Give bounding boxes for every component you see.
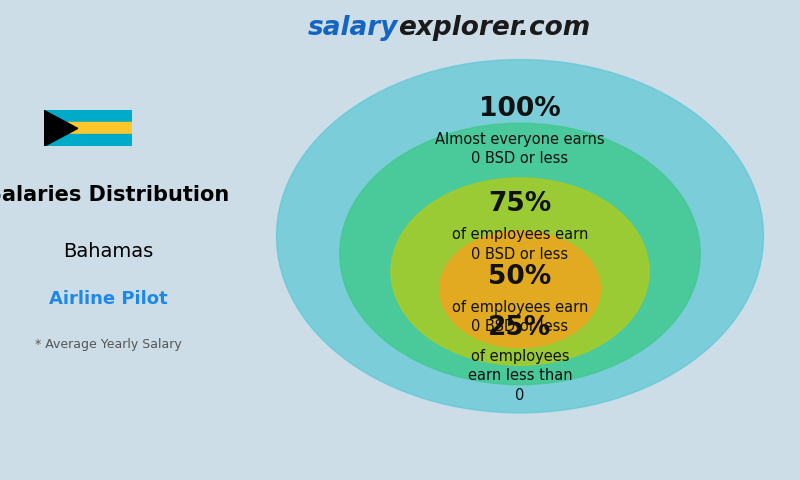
Text: 75%: 75%: [488, 192, 552, 217]
Bar: [44, 122, 132, 134]
Circle shape: [340, 123, 700, 384]
Circle shape: [391, 178, 649, 365]
Text: Salaries Distribution: Salaries Distribution: [0, 185, 229, 205]
Polygon shape: [44, 110, 78, 146]
Text: Airline Pilot: Airline Pilot: [49, 290, 167, 308]
Text: of employees earn
0 BSD or less: of employees earn 0 BSD or less: [452, 228, 588, 262]
Text: * Average Yearly Salary: * Average Yearly Salary: [34, 338, 182, 351]
Text: Bahamas: Bahamas: [63, 242, 153, 262]
Text: Almost everyone earns
0 BSD or less: Almost everyone earns 0 BSD or less: [435, 132, 605, 166]
Circle shape: [440, 231, 600, 348]
Text: of employees earn
0 BSD or less: of employees earn 0 BSD or less: [452, 300, 588, 334]
Text: explorer.com: explorer.com: [398, 15, 590, 41]
Text: salary: salary: [308, 15, 398, 41]
Bar: [44, 134, 132, 146]
Bar: [44, 110, 132, 122]
Text: of employees
earn less than
0: of employees earn less than 0: [468, 349, 572, 403]
Circle shape: [277, 60, 763, 413]
Text: 50%: 50%: [488, 264, 552, 290]
Text: 100%: 100%: [479, 96, 561, 122]
Text: 25%: 25%: [488, 315, 552, 341]
